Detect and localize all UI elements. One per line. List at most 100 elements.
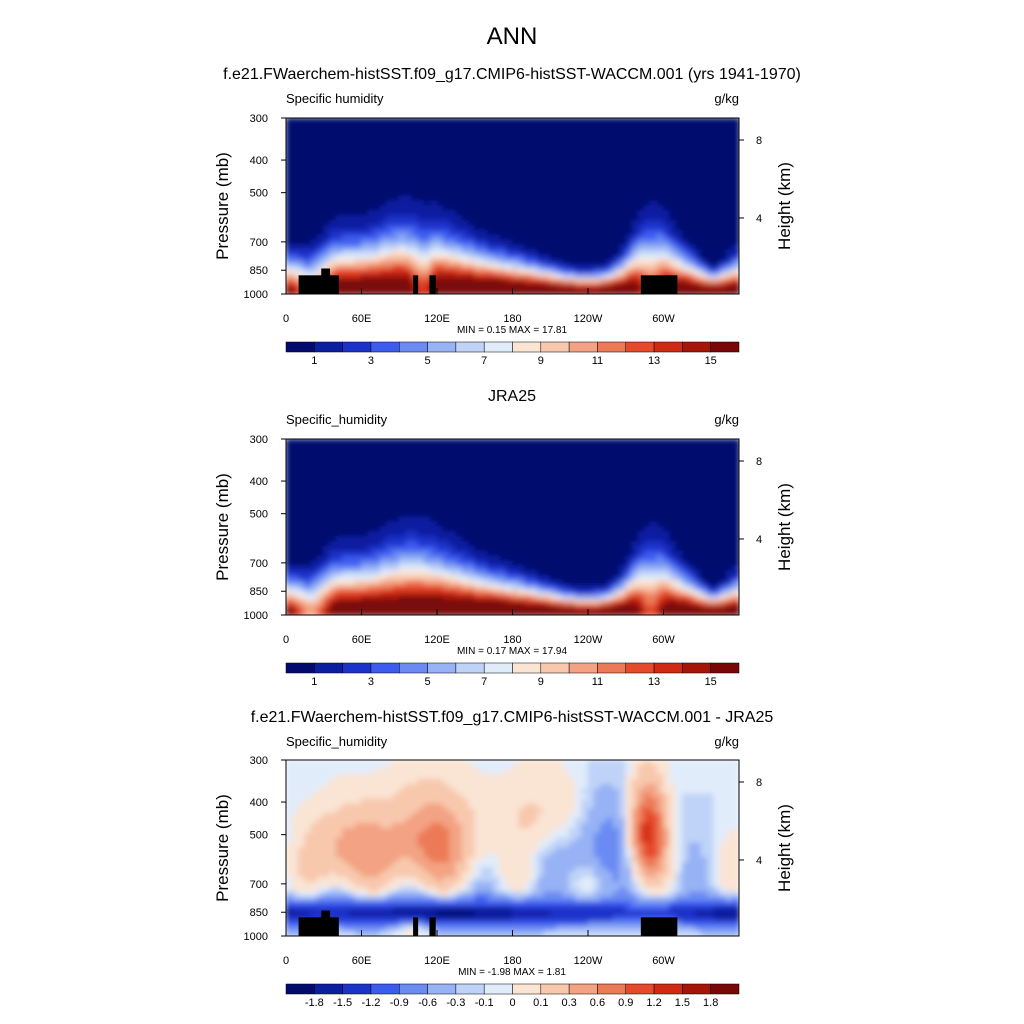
heatmap-cell — [644, 269, 652, 276]
heatmap-cell — [694, 234, 703, 242]
heatmap-cell — [417, 127, 426, 134]
heatmap-cell — [449, 225, 457, 232]
heatmap-cell — [486, 137, 495, 144]
heatmap-cell — [549, 570, 558, 577]
heatmap-cell — [700, 443, 709, 450]
heatmap-cell — [688, 462, 696, 470]
heatmap-cell — [379, 439, 388, 445]
heatmap-cell — [323, 541, 332, 548]
heatmap-cell — [298, 122, 306, 129]
heatmap-cell — [354, 273, 363, 281]
heatmap-cell — [398, 264, 407, 271]
heatmap-cell — [618, 185, 627, 193]
heatmap-cell — [587, 580, 596, 587]
heatmap-cell — [669, 516, 678, 524]
heatmap-cell — [373, 259, 382, 266]
heatmap-cell — [348, 244, 357, 251]
heatmap-cell — [486, 141, 495, 149]
heatmap-cell — [461, 580, 470, 587]
heatmap-cell — [732, 467, 739, 475]
heatmap-cell — [606, 200, 615, 207]
heatmap-cell — [725, 502, 734, 509]
heatmap-cell — [713, 220, 722, 227]
heatmap-cell — [549, 283, 558, 291]
heatmap-cell — [354, 453, 363, 460]
heatmap-cell — [637, 161, 646, 168]
heatmap-cell — [291, 458, 300, 465]
heatmap-cell — [512, 141, 520, 149]
heatmap-cell — [537, 531, 545, 538]
heatmap-cell — [606, 122, 615, 129]
heatmap-cell — [354, 141, 363, 149]
heatmap-cell — [423, 249, 432, 256]
heatmap-cell — [467, 259, 476, 266]
heatmap-cell — [556, 205, 564, 212]
heatmap-cell — [493, 462, 501, 470]
heatmap-cell — [700, 171, 709, 178]
heatmap-cell — [405, 176, 413, 183]
heatmap-cell — [392, 283, 401, 291]
heatmap-cell — [530, 176, 539, 183]
heatmap-cell — [304, 580, 313, 587]
heatmap-cell — [442, 594, 451, 602]
heatmap-cell — [367, 234, 376, 242]
heatmap-cell — [474, 467, 483, 475]
heatmap-cell — [631, 443, 640, 450]
heatmap-cell — [562, 585, 571, 592]
heatmap-cell — [568, 482, 577, 489]
heatmap-cell — [474, 550, 483, 558]
heatmap-cell — [568, 580, 577, 587]
heatmap-cell — [593, 185, 602, 193]
heatmap-cell — [298, 550, 306, 558]
heatmap-cell — [568, 190, 577, 198]
heatmap-cell — [316, 171, 325, 178]
heatmap-cell — [650, 477, 659, 484]
heatmap-cell — [719, 215, 728, 222]
heatmap-cell — [342, 477, 350, 484]
heatmap-cell — [713, 118, 722, 124]
heatmap-cell — [323, 254, 332, 261]
heatmap-cell — [329, 181, 338, 188]
heatmap-cell — [631, 166, 640, 173]
heatmap-cell — [631, 269, 640, 276]
heatmap-cell — [587, 560, 596, 568]
heatmap-cell — [675, 239, 684, 247]
heatmap-cell — [405, 575, 413, 582]
heatmap-cell — [707, 580, 715, 587]
heatmap-cell — [335, 585, 344, 592]
heatmap-cell — [581, 458, 589, 465]
heatmap-cell — [405, 190, 413, 198]
heatmap-cell — [600, 448, 608, 455]
heatmap-cell — [593, 254, 602, 261]
heatmap-cell — [348, 181, 357, 188]
heatmap-cell — [618, 443, 627, 450]
heatmap-cell — [386, 502, 394, 509]
heatmap-cell — [612, 482, 621, 489]
heatmap-cell — [286, 137, 294, 144]
heatmap-cell — [499, 482, 508, 489]
heatmap-cell — [417, 550, 426, 558]
colorbar: 1 3 5 7 9 11 13 15 — [285, 341, 740, 367]
heatmap-cell — [417, 443, 426, 450]
heatmap-cell — [430, 546, 438, 553]
heatmap-cell — [556, 439, 564, 445]
heatmap-cell — [725, 575, 734, 582]
heatmap-cell — [304, 176, 313, 183]
heatmap-cell — [700, 521, 709, 528]
heatmap-cell — [335, 536, 344, 543]
heatmap-cell — [461, 565, 470, 572]
heatmap-cell — [386, 458, 394, 465]
heatmap-cell — [669, 132, 678, 139]
heatmap-cell — [316, 195, 325, 203]
heatmap-cell — [631, 156, 640, 163]
heatmap-cell — [524, 185, 533, 193]
heatmap-cell — [361, 590, 369, 597]
heatmap-cell — [543, 439, 552, 445]
heatmap-cell — [530, 171, 539, 178]
heatmap-cell — [732, 161, 739, 168]
heatmap-cell — [455, 264, 464, 271]
heatmap-cell — [499, 190, 508, 198]
heatmap-cell — [398, 156, 407, 163]
heatmap-cell — [574, 234, 583, 242]
heatmap-cell — [618, 269, 627, 276]
